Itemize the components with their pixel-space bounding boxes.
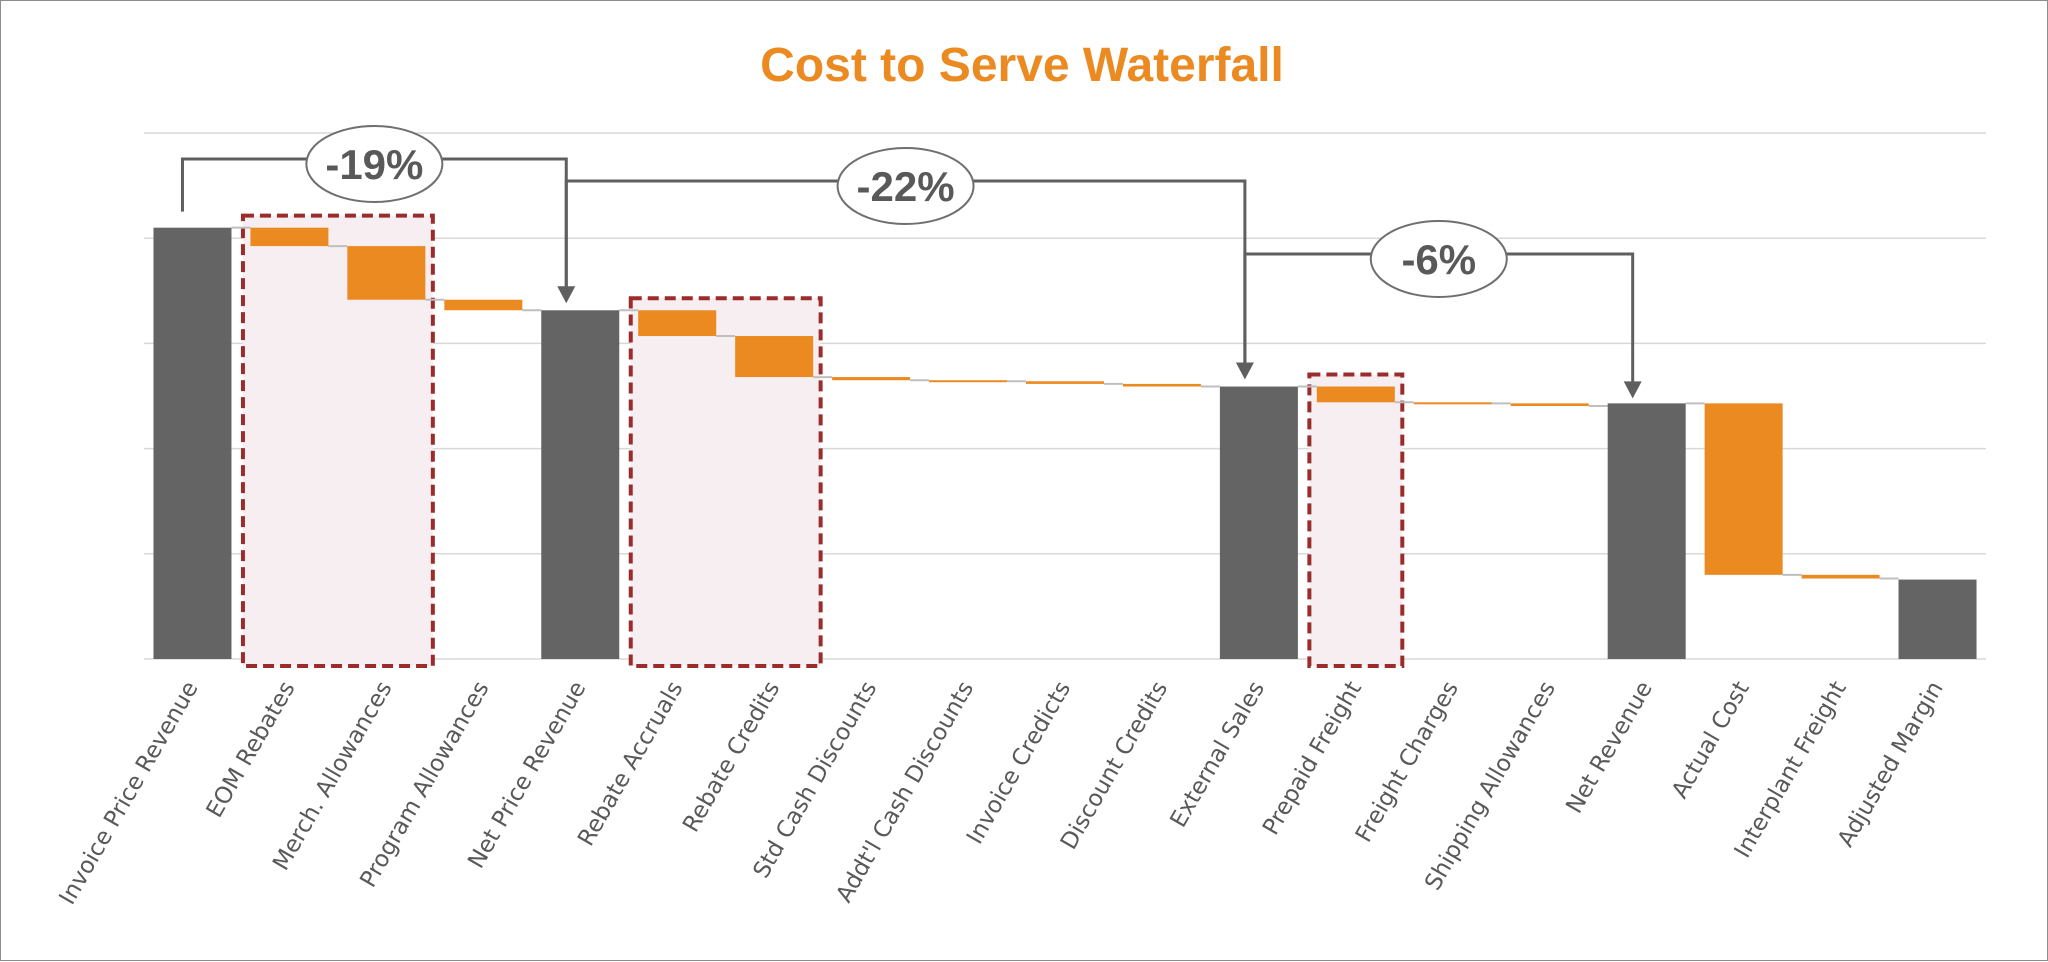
tick-label: External Sales xyxy=(1166,677,1271,832)
percent-bubble xyxy=(1369,220,1508,298)
bar-external-sales xyxy=(1219,386,1298,659)
chart-title: Cost to Serve Waterfall xyxy=(760,39,1284,92)
tick-label: Rebate Accruals xyxy=(573,677,688,851)
bar-eom-rebates xyxy=(250,227,329,247)
arrowhead-icon xyxy=(557,286,576,304)
percent-bubble xyxy=(836,147,975,225)
tick-label: Rebate Credits xyxy=(678,677,785,837)
tick-label: Interplant Freight xyxy=(1730,677,1852,863)
bar-merch-allowances xyxy=(347,246,426,300)
tick-label: EOM Rebates xyxy=(202,677,301,822)
bar-addt-l-cash-discounts xyxy=(929,380,1008,383)
percent-bubble xyxy=(305,125,444,203)
percent-change-label: -22% xyxy=(857,163,955,210)
tick-label: Net Revenue xyxy=(1561,677,1657,818)
tick-label: Prepaid Freight xyxy=(1258,677,1367,840)
bar-discount-credits xyxy=(1122,383,1201,387)
tick-label: Actual Cost xyxy=(1667,677,1755,803)
bar-invoice-credicts xyxy=(1026,381,1104,384)
bar-invoice-price-revenue xyxy=(153,227,232,659)
bar-net-revenue xyxy=(1607,403,1686,659)
bar-prepaid-freight xyxy=(1316,386,1395,403)
bar-freight-charges xyxy=(1413,402,1492,405)
bar-interplant-freight xyxy=(1801,574,1880,579)
tick-label: Freight Charges xyxy=(1351,677,1464,847)
tick-label: Discount Credits xyxy=(1056,677,1173,854)
bar-std-cash-discounts xyxy=(832,377,911,381)
connector-lines xyxy=(231,226,1899,580)
bar-net-price-revenue xyxy=(541,310,620,659)
bar-actual-cost xyxy=(1704,403,1783,575)
percent-change-label: -19% xyxy=(325,141,423,188)
tick-label: Invoice Price Revenue xyxy=(55,677,204,909)
highlight-box-3 xyxy=(1307,372,1405,668)
bar-adjusted-margin xyxy=(1898,579,1977,659)
bars xyxy=(153,227,1977,659)
tick-label: Invoice Credicts xyxy=(962,677,1076,849)
bar-rebate-accruals xyxy=(638,310,717,337)
percent-change-annotations: -19% -22% -6% xyxy=(180,125,1642,399)
arrowhead-icon xyxy=(1623,381,1642,399)
percent-change-label: -6% xyxy=(1401,236,1476,283)
bar-program-allowances xyxy=(444,299,523,311)
bar-rebate-credits xyxy=(735,336,814,378)
arrowhead-icon xyxy=(1235,362,1254,380)
tick-label: Adjusted Margin xyxy=(1833,677,1949,852)
bar-shipping-allowances xyxy=(1510,403,1589,406)
